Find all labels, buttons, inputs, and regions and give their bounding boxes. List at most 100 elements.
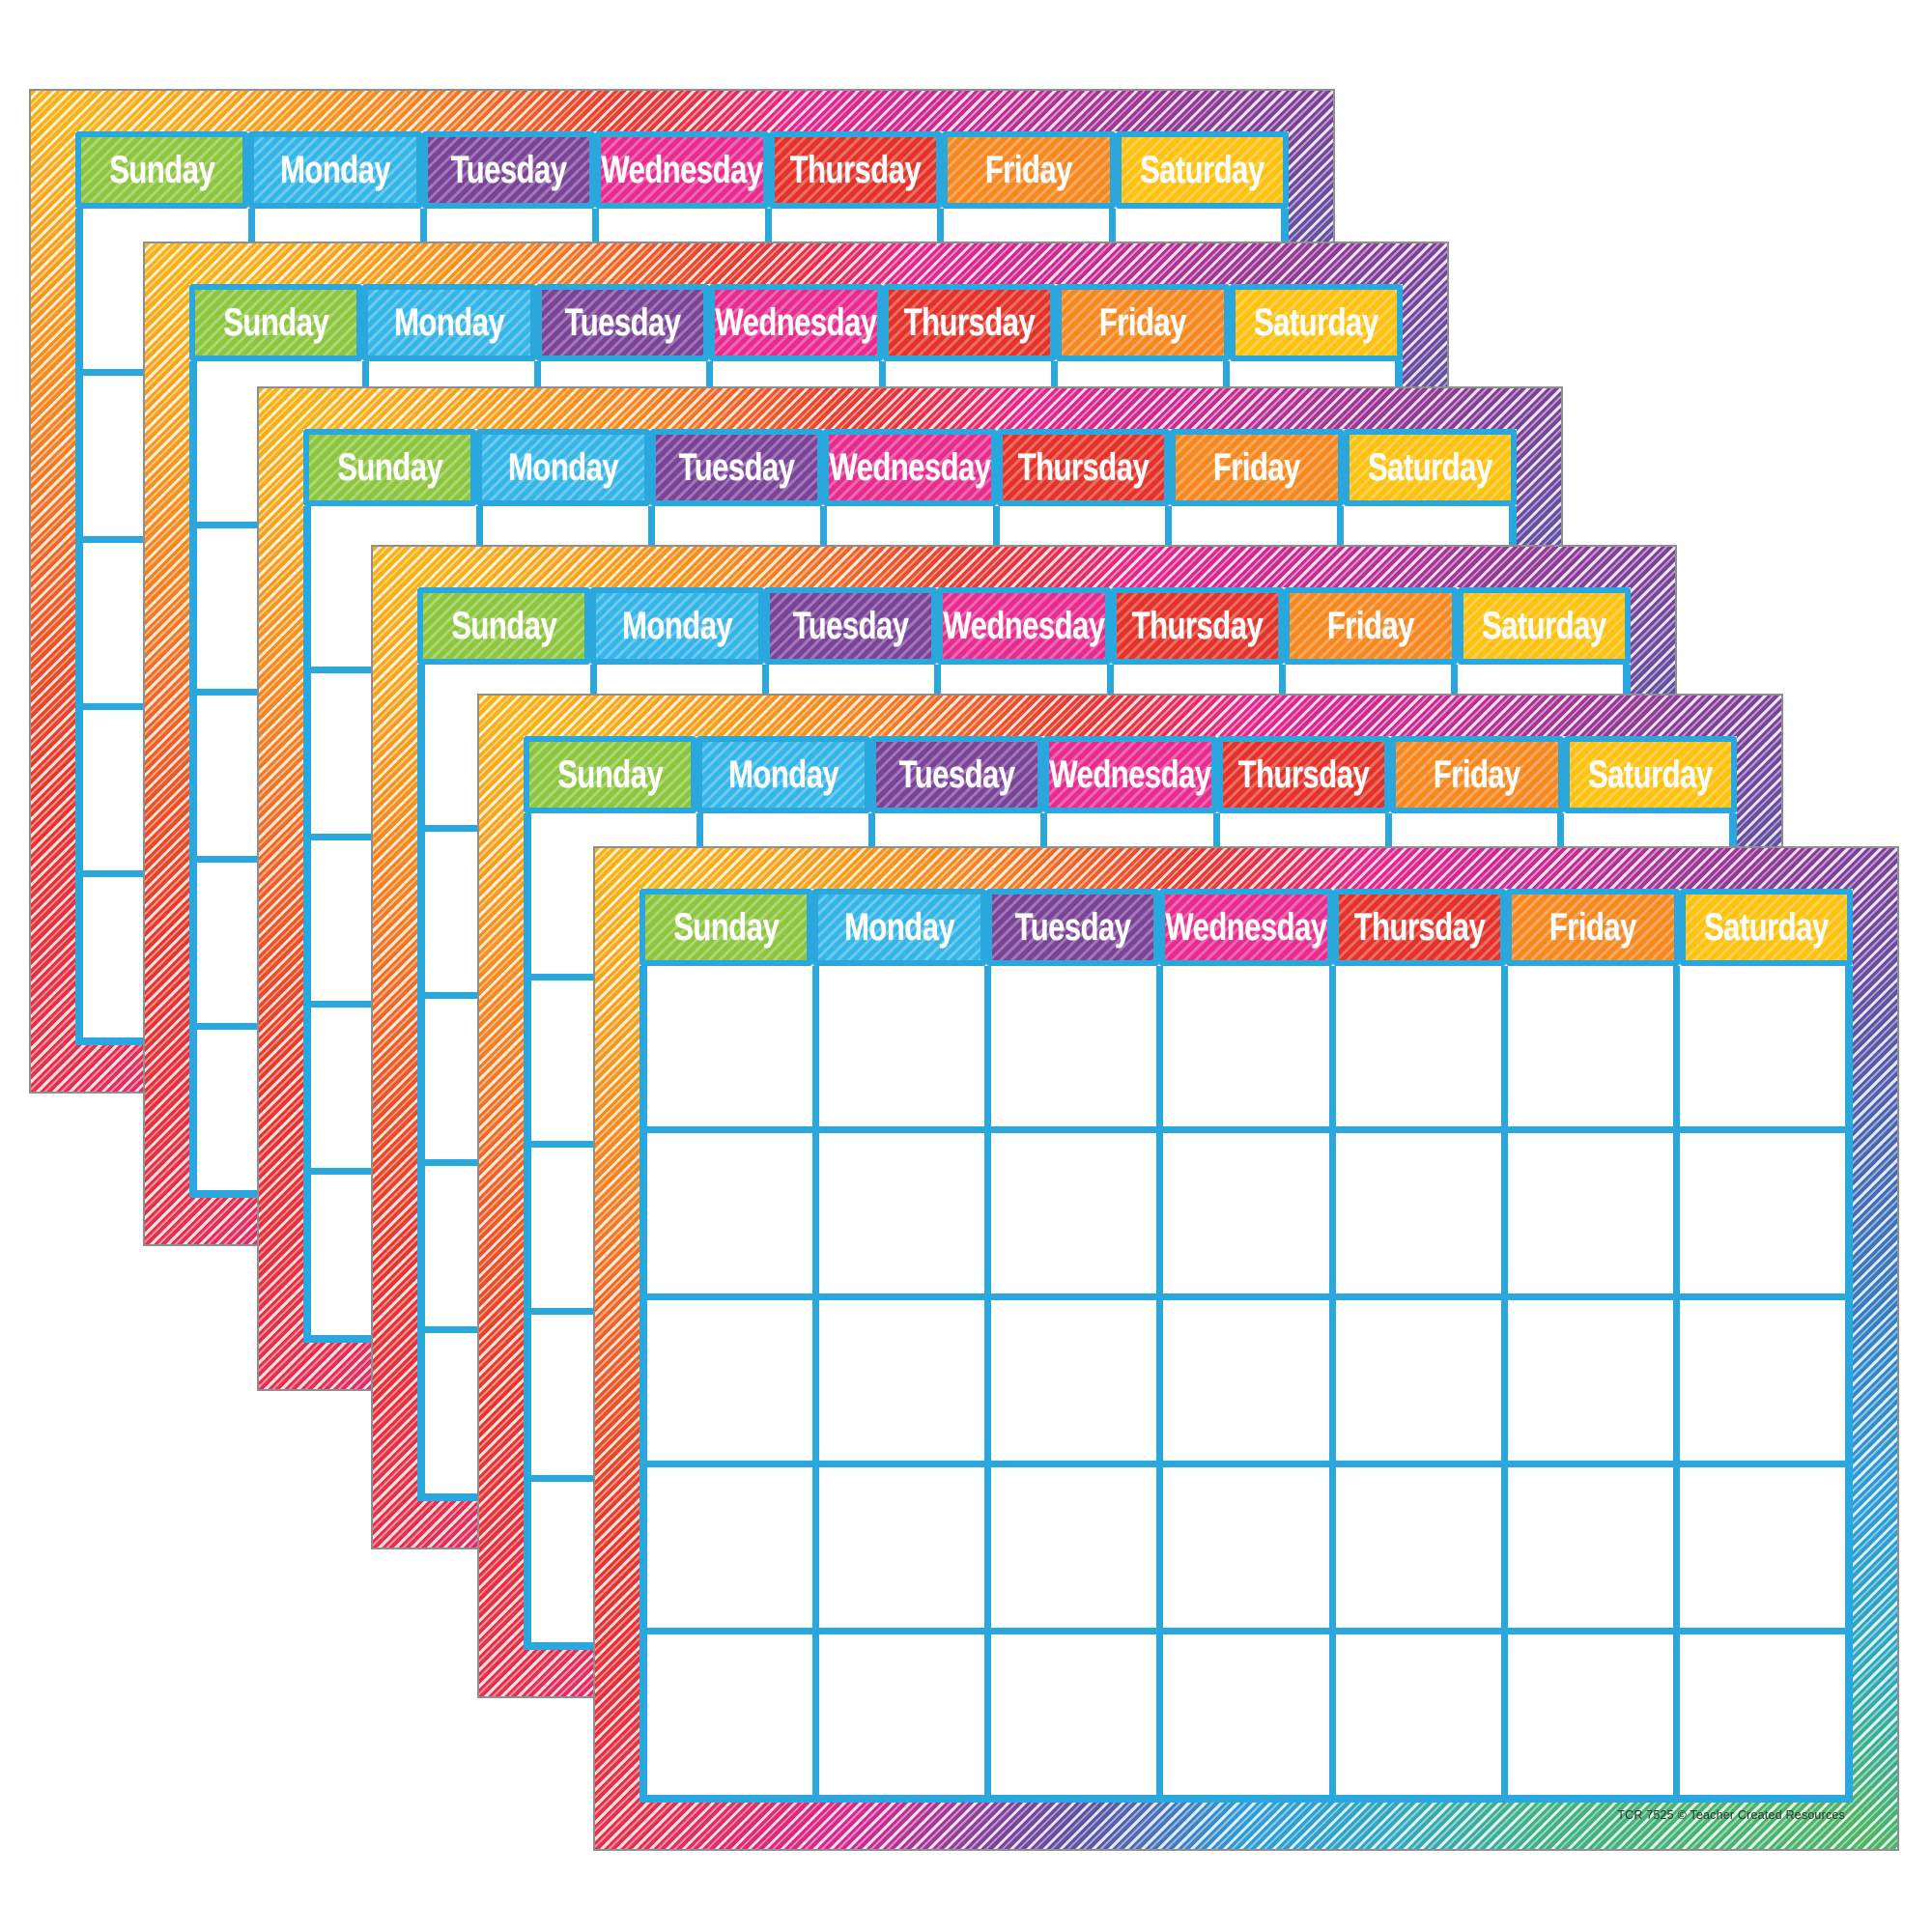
day-header-sunday: Sunday [303, 429, 477, 506]
day-header-tuesday: Tuesday [763, 587, 938, 665]
day-header-friday: Friday [1390, 736, 1564, 813]
calendar-cell [819, 1133, 985, 1293]
day-header-tuesday: Tuesday [869, 736, 1044, 813]
calendar-cell [1163, 1133, 1329, 1293]
day-header-label: Thursday [903, 299, 1036, 344]
day-header-saturday: Saturday [1343, 429, 1517, 506]
calendar-cell [1335, 1133, 1501, 1293]
calendar-cell [819, 1300, 985, 1461]
day-header-monday: Monday [362, 284, 536, 361]
calendar-cell [991, 1133, 1157, 1293]
day-header-row: Sunday Monday Tuesday Wednesday Thursday… [417, 587, 1631, 665]
calendar-cell [1335, 1634, 1501, 1795]
day-header-row: Sunday Monday Tuesday Wednesday Thursday… [303, 429, 1517, 506]
day-header-friday: Friday [1170, 429, 1344, 506]
day-header-label: Wednesday [601, 147, 763, 191]
day-header-sunday: Sunday [417, 587, 591, 665]
calendar-chart: Sunday Monday Tuesday Wednesday Thursday… [593, 846, 1899, 1851]
day-header-label: Friday [1326, 603, 1415, 647]
day-header-monday: Monday [696, 736, 870, 813]
calendar-cell [1335, 1300, 1501, 1461]
calendar-cell [1507, 1133, 1673, 1293]
day-header-label: Sunday [337, 444, 443, 489]
calendar-cell [1163, 966, 1329, 1126]
day-header-label: Friday [1433, 752, 1521, 796]
calendar-body: Sunday Monday Tuesday Wednesday Thursday… [639, 889, 1853, 1803]
day-header-sunday: Sunday [189, 284, 363, 361]
day-header-sunday: Sunday [639, 889, 813, 966]
day-header-tuesday: Tuesday [535, 284, 710, 361]
day-header-label: Thursday [1017, 444, 1150, 489]
day-header-label: Wednesday [715, 299, 877, 344]
day-header-label: Monday [508, 444, 619, 489]
calendar-grid [639, 966, 1853, 1803]
calendar-cell [647, 1467, 813, 1628]
day-header-label: Friday [984, 147, 1073, 191]
day-header-row: Sunday Monday Tuesday Wednesday Thursday… [75, 131, 1289, 209]
day-header-thursday: Thursday [1216, 736, 1391, 813]
day-header-sunday: Sunday [75, 131, 249, 209]
calendar-cell [1335, 1467, 1501, 1628]
day-header-tuesday: Tuesday [649, 429, 824, 506]
day-header-label: Tuesday [792, 603, 909, 647]
day-header-friday: Friday [1056, 284, 1230, 361]
calendar-cell [1163, 1467, 1329, 1628]
calendar-cell [1507, 966, 1673, 1126]
day-header-label: Friday [1548, 904, 1637, 949]
day-header-label: Friday [1098, 299, 1187, 344]
day-header-wednesday: Wednesday [1043, 736, 1217, 813]
day-header-label: Saturday [1253, 299, 1378, 344]
calendar-cell [819, 966, 985, 1126]
day-header-label: Wednesday [829, 444, 991, 489]
day-header-label: Monday [394, 299, 505, 344]
day-header-label: Tuesday [1014, 904, 1131, 949]
calendar-cell [991, 1467, 1157, 1628]
day-header-label: Saturday [1367, 444, 1492, 489]
day-header-label: Sunday [673, 904, 780, 949]
day-header-label: Monday [844, 904, 955, 949]
day-header-label: Thursday [1353, 904, 1486, 949]
day-header-wednesday: Wednesday [1159, 889, 1333, 966]
calendar-cell [991, 966, 1157, 1126]
day-header-label: Sunday [109, 147, 215, 191]
day-header-tuesday: Tuesday [421, 131, 596, 209]
day-header-label: Tuesday [678, 444, 795, 489]
calendar-cell [819, 1634, 985, 1795]
day-header-label: Tuesday [450, 147, 567, 191]
day-header-label: Friday [1212, 444, 1301, 489]
day-header-label: Tuesday [564, 299, 681, 344]
day-header-saturday: Saturday [1679, 889, 1853, 966]
day-header-label: Thursday [1131, 603, 1264, 647]
day-header-friday: Friday [1284, 587, 1458, 665]
day-header-thursday: Thursday [996, 429, 1171, 506]
calendar-cell [1679, 1133, 1845, 1293]
calendar-cell [1163, 1634, 1329, 1795]
day-header-wednesday: Wednesday [823, 429, 997, 506]
day-header-label: Monday [280, 147, 391, 191]
day-header-label: Wednesday [1049, 752, 1211, 796]
day-header-thursday: Thursday [1110, 587, 1285, 665]
day-header-saturday: Saturday [1115, 131, 1289, 209]
calendar-cell [991, 1300, 1157, 1461]
day-header-label: Saturday [1703, 904, 1829, 949]
day-header-label: Wednesday [1165, 904, 1327, 949]
day-header-wednesday: Wednesday [709, 284, 883, 361]
day-header-row: Sunday Monday Tuesday Wednesday Thursday… [524, 736, 1737, 813]
calendar-cell [1507, 1634, 1673, 1795]
day-header-tuesday: Tuesday [985, 889, 1160, 966]
day-header-wednesday: Wednesday [595, 131, 769, 209]
day-header-monday: Monday [476, 429, 650, 506]
day-header-label: Sunday [451, 603, 557, 647]
day-header-label: Thursday [789, 147, 922, 191]
day-header-label: Saturday [1139, 147, 1264, 191]
day-header-label: Sunday [223, 299, 329, 344]
day-header-label: Tuesday [898, 752, 1015, 796]
day-header-thursday: Thursday [768, 131, 943, 209]
day-header-label: Thursday [1237, 752, 1370, 796]
calendar-cell [1507, 1300, 1673, 1461]
product-code: TCR 7525 © Teacher Created Resources [1617, 1808, 1845, 1822]
calendar-cell [647, 1300, 813, 1461]
day-header-friday: Friday [942, 131, 1116, 209]
calendar-cell [647, 1133, 813, 1293]
